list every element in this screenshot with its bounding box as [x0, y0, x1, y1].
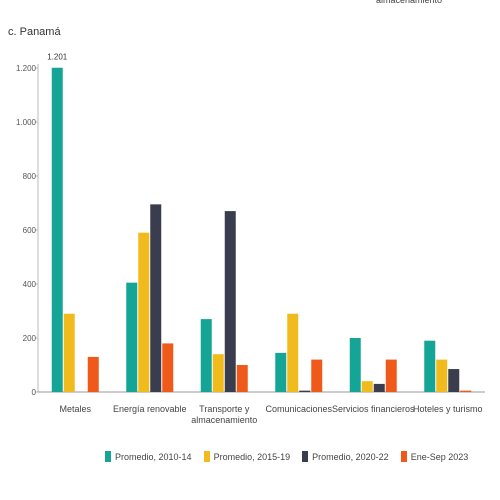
legend-label: Promedio, 2015-19 — [213, 451, 291, 462]
legend-item: Promedio, 2010-14 — [105, 451, 192, 462]
legend-label: Promedio, 2010-14 — [115, 451, 192, 462]
x-tick-label: Comunicaciones — [265, 404, 332, 414]
data-label: 1.201 — [47, 53, 68, 62]
bar-2-2 — [138, 232, 150, 392]
legend-label: Promedio, 2020-22 — [312, 451, 389, 462]
x-tick-label: Metales — [59, 404, 91, 414]
x-tick-label: almacenamiento — [191, 415, 257, 425]
y-tick-label: 1.200 — [16, 64, 37, 73]
bar-1-2 — [126, 282, 138, 392]
bar-4-4 — [311, 359, 323, 392]
top-note: almacenamiento — [375, 0, 442, 5]
bar-3-2 — [150, 204, 162, 392]
bar-1-1 — [51, 67, 63, 392]
y-tick-label: 1.000 — [16, 118, 37, 127]
bar-1-6 — [424, 340, 436, 392]
x-tick-label: Transporte y — [199, 404, 250, 414]
y-tick-label: 800 — [23, 172, 37, 181]
legend-swatch — [400, 451, 407, 462]
legend-swatch — [105, 451, 111, 462]
legend-swatch — [302, 451, 309, 462]
x-tick-label: Hoteles y turismo — [413, 404, 483, 414]
bar-2-5 — [361, 381, 373, 392]
panel-title: c. Panamá — [8, 26, 61, 38]
bar-2-4 — [287, 313, 299, 392]
y-tick-label: 600 — [23, 226, 37, 235]
legend-label: Ene-Sep 2023 — [410, 451, 469, 462]
chart-legend: Promedio, 2010-14 Promedio, 2015-19 Promed… — [105, 451, 468, 462]
bar-4-1 — [87, 356, 99, 392]
y-tick-label: 200 — [23, 334, 37, 343]
bar-1-3 — [200, 319, 212, 392]
bar-4-2 — [162, 343, 174, 392]
bar-2-6 — [436, 359, 448, 392]
bar-1-4 — [275, 352, 287, 392]
bar-1-5 — [349, 338, 361, 392]
bar-4-3 — [236, 365, 248, 392]
legend-item: Ene-Sep 2023 — [400, 451, 469, 462]
bar-3-6 — [448, 369, 460, 392]
legend-item: Promedio, 2020-22 — [302, 451, 389, 462]
x-tick-label: Energía renovable — [113, 404, 187, 414]
bar-3-4 — [299, 390, 311, 392]
bar-4-5 — [385, 359, 397, 392]
bar-2-1 — [63, 313, 75, 392]
legend-swatch — [203, 451, 210, 462]
y-tick-label: 400 — [23, 280, 37, 289]
bar-3-5 — [373, 383, 385, 392]
bar-2-3 — [212, 354, 224, 392]
x-tick-label: Servicios financieros — [332, 404, 415, 414]
y-tick-label: 0 — [32, 388, 37, 397]
legend-item: Promedio, 2015-19 — [203, 451, 291, 462]
bar-4-6 — [460, 390, 472, 392]
bar-3-3 — [224, 211, 236, 392]
